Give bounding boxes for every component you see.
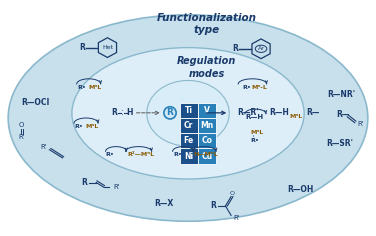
FancyBboxPatch shape — [180, 118, 198, 133]
Text: R—SR': R—SR' — [326, 139, 353, 148]
Text: MⁿL: MⁿL — [250, 130, 264, 135]
Text: Co: Co — [201, 136, 212, 145]
Ellipse shape — [72, 48, 304, 179]
Text: R—OCI: R—OCI — [21, 98, 50, 107]
Text: R: R — [81, 178, 87, 187]
Ellipse shape — [8, 15, 368, 221]
Text: Ar: Ar — [258, 46, 264, 51]
Text: Cu: Cu — [201, 152, 212, 161]
FancyBboxPatch shape — [198, 103, 216, 118]
FancyBboxPatch shape — [198, 118, 216, 133]
Text: Cr: Cr — [184, 121, 193, 130]
Text: R—OH: R—OH — [287, 185, 314, 194]
Ellipse shape — [147, 80, 229, 146]
Text: R—: R— — [336, 110, 349, 119]
Text: H: H — [126, 108, 133, 117]
Text: R: R — [210, 202, 216, 211]
Text: Regulation
modes: Regulation modes — [177, 56, 237, 79]
Text: R—H: R—H — [270, 108, 290, 117]
Text: R': R' — [18, 134, 24, 140]
Text: R—R': R—R' — [238, 108, 259, 117]
Text: R•: R• — [77, 84, 86, 89]
Text: R: R — [79, 43, 85, 52]
FancyBboxPatch shape — [180, 148, 198, 164]
Text: R•: R• — [250, 138, 259, 143]
Text: R: R — [233, 44, 238, 53]
Text: R•: R• — [242, 84, 251, 89]
Text: MⁿL: MⁿL — [88, 84, 102, 89]
Text: Het: Het — [102, 45, 113, 50]
Text: R—NR': R—NR' — [327, 90, 356, 99]
Text: Mⁿ-L: Mⁿ-L — [251, 84, 267, 89]
Text: R': R' — [233, 215, 240, 221]
Text: R²—MⁿL: R²—MⁿL — [127, 152, 155, 157]
Text: R: R — [111, 108, 117, 117]
Text: R—: R— — [306, 108, 319, 117]
FancyBboxPatch shape — [180, 133, 198, 148]
FancyBboxPatch shape — [198, 133, 216, 148]
Text: :: : — [121, 108, 124, 117]
Text: Ṙ—H: Ṙ—H — [245, 113, 264, 120]
Text: R': R' — [41, 144, 47, 150]
Text: Ti: Ti — [185, 106, 193, 115]
Text: Mn: Mn — [200, 121, 213, 130]
Text: O: O — [230, 191, 235, 196]
Text: R•: R• — [106, 152, 114, 157]
Text: V: V — [204, 106, 210, 115]
Text: R—X: R—X — [154, 199, 173, 208]
Text: R•: R• — [74, 124, 83, 129]
Text: MⁿL: MⁿL — [289, 114, 302, 119]
Text: H—MⁿL: H—MⁿL — [194, 152, 218, 157]
FancyBboxPatch shape — [180, 103, 198, 118]
Text: R•: R• — [173, 152, 182, 157]
Text: Ni: Ni — [184, 152, 193, 161]
Text: R: R — [167, 108, 173, 117]
FancyBboxPatch shape — [198, 148, 216, 164]
Text: R': R' — [357, 121, 364, 127]
Text: O: O — [18, 122, 24, 128]
Text: Functionalization
type: Functionalization type — [157, 13, 257, 35]
Text: MⁿL: MⁿL — [85, 124, 98, 129]
Text: Fe: Fe — [183, 136, 194, 145]
Text: R': R' — [114, 184, 120, 190]
